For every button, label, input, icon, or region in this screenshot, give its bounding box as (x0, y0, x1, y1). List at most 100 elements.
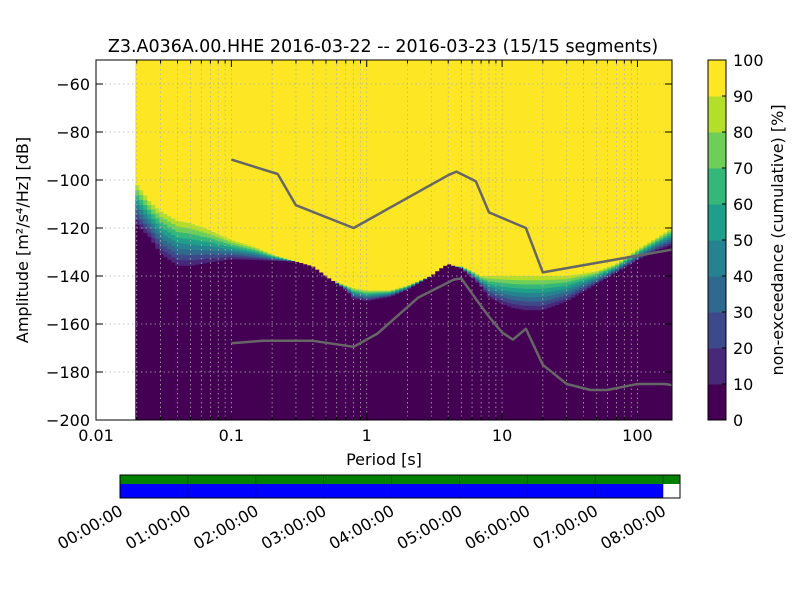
heatmap-cell (543, 60, 548, 276)
heatmap-cell (143, 237, 148, 420)
colorbar-bands (708, 60, 726, 421)
heatmap-cell (595, 285, 600, 420)
heatmap-cell (643, 256, 648, 259)
heatmap-cell (643, 60, 648, 245)
heatmap-cell (275, 60, 280, 256)
heatmap-cell (603, 270, 608, 273)
heatmap-cell (163, 251, 168, 258)
heatmap-cell (619, 267, 624, 270)
colorbar-tick-label: 0 (733, 411, 743, 430)
heatmap-cell (543, 309, 548, 315)
heatmap-cell (347, 287, 352, 290)
heatmap-cell (195, 250, 200, 256)
heatmap-cell (655, 243, 660, 247)
heatmap-cell (563, 292, 568, 297)
heatmap-cell (247, 250, 252, 254)
heatmap-cell (651, 249, 656, 252)
heatmap-cell (523, 284, 528, 290)
heatmap-cell (179, 265, 184, 272)
heatmap-cell (347, 60, 352, 287)
heatmap-cell (563, 282, 568, 287)
heatmap-cell (595, 270, 600, 274)
heatmap-cell (467, 60, 472, 270)
heatmap-cell (135, 205, 140, 211)
heatmap-cell (207, 242, 212, 247)
heatmap-cell (555, 304, 560, 310)
heatmap-cell (387, 297, 392, 420)
heatmap-cell (519, 305, 524, 310)
heatmap-cell (667, 244, 672, 247)
heatmap-cell (647, 248, 652, 251)
heatmap-cell (159, 243, 164, 250)
heatmap-cell (539, 301, 544, 307)
heatmap-cell (515, 300, 520, 306)
heatmap-cell (243, 251, 248, 255)
heatmap-cell (187, 233, 192, 240)
heatmap-cell (203, 237, 208, 243)
heatmap-cell (195, 235, 200, 241)
heatmap-cell (371, 291, 376, 294)
heatmap-cell (483, 286, 488, 289)
heatmap-cell (271, 260, 276, 263)
heatmap-cell (467, 275, 472, 420)
heatmap-cell (523, 293, 528, 298)
heatmap-cell (667, 233, 672, 237)
colorbar-tick-label: 20 (733, 339, 753, 358)
heatmap-cell (263, 254, 268, 257)
heatmap-cell (375, 296, 380, 299)
heatmap-cell (503, 286, 508, 292)
heatmap-cell (511, 284, 516, 289)
heatmap-cell (143, 233, 148, 239)
heatmap-cell (227, 262, 232, 420)
heatmap-cell (611, 269, 616, 272)
heatmap-cell (395, 292, 400, 294)
heatmap-cell (167, 265, 172, 420)
heatmap-cell (411, 60, 416, 284)
colorbar-band (708, 132, 726, 169)
heatmap-cell (311, 266, 316, 420)
heatmap-cell (159, 259, 164, 420)
heatmap-cell (455, 267, 460, 420)
heatmap-cell (663, 232, 668, 235)
heatmap-cell (255, 60, 260, 249)
heatmap-cell (507, 287, 512, 292)
heatmap-cell (515, 296, 520, 302)
heatmap-cell (583, 286, 588, 290)
heatmap-cell (247, 245, 252, 248)
heatmap-cell (579, 290, 584, 294)
heatmap-cell (471, 276, 476, 278)
heatmap-cell (175, 254, 180, 261)
heatmap-cell (579, 60, 584, 274)
heatmap-cell (559, 276, 564, 281)
heatmap-cell (255, 248, 260, 251)
heatmap-cell (383, 290, 388, 292)
heatmap-cell (419, 60, 424, 281)
heatmap-cell (139, 190, 144, 196)
heatmap-cell (363, 296, 368, 299)
heatmap-cell (267, 60, 272, 254)
heatmap-cell (399, 287, 404, 289)
heatmap-cell (355, 60, 360, 289)
heatmap-cell (183, 243, 188, 251)
heatmap-cell (207, 250, 212, 256)
heatmap-cell (579, 280, 584, 284)
heatmap-cell (555, 290, 560, 295)
heatmap-cell (391, 294, 396, 296)
heatmap-cell (667, 235, 672, 239)
heatmap-cell (243, 248, 248, 251)
heatmap-cell (475, 279, 480, 282)
heatmap-cell (607, 274, 612, 277)
heatmap-cell (491, 293, 496, 298)
heatmap-cell (435, 60, 440, 273)
heatmap-cell (595, 272, 600, 275)
y-axis-ticks: −60 −80 −100 −120 −140 −160 −180 −200 (46, 75, 672, 430)
heatmap-cell (607, 267, 612, 270)
heatmap-cell (591, 287, 596, 420)
heatmap-cell (275, 257, 280, 260)
heatmap-cell (235, 241, 240, 245)
heatmap-cell (219, 238, 224, 243)
colorbar-tick-label: 100 (733, 51, 764, 70)
heatmap-cell (467, 270, 472, 272)
heatmap-cell (635, 252, 640, 255)
heatmap-cell (347, 292, 352, 295)
